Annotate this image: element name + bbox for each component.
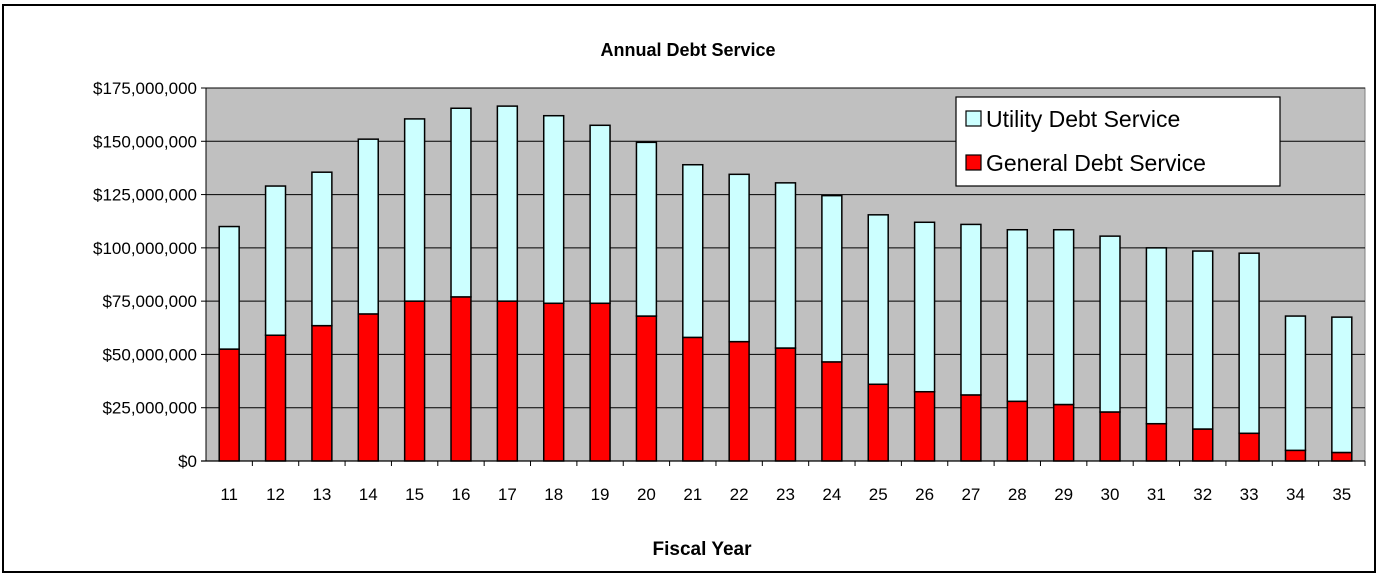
bar-general-28: [1006, 400, 1029, 462]
bar-general-16: [450, 296, 472, 462]
bar-utility-31: [1145, 247, 1168, 425]
x-tick-label: 28: [1008, 485, 1027, 504]
legend: Utility Debt Service General Debt Servic…: [955, 96, 1281, 187]
bar-general-11: [218, 348, 240, 462]
bar-utility-23: [774, 182, 797, 349]
legend-label-general: General Debt Service: [986, 150, 1206, 176]
y-tick-label: $75,000,000: [102, 292, 197, 311]
bar-utility-29: [1052, 228, 1075, 406]
bar-utility-25: [867, 214, 889, 386]
x-tick-label: 30: [1101, 485, 1120, 504]
x-tick-label: 21: [683, 485, 702, 504]
chart-title: Annual Debt Service: [600, 40, 775, 60]
bar-general-22: [728, 340, 750, 462]
bar-general-15: [403, 300, 426, 462]
y-tick-label: $100,000,000: [93, 239, 197, 258]
legend-label-utility: Utility Debt Service: [986, 106, 1180, 132]
bar-general-19: [589, 302, 611, 462]
y-tick-label: $0: [178, 452, 197, 471]
x-tick-label: 18: [544, 485, 563, 504]
x-tick-label: 15: [405, 485, 424, 504]
x-tick-label: 22: [730, 485, 749, 504]
bar-utility-12: [264, 185, 287, 336]
bar-utility-32: [1192, 250, 1214, 430]
legend-swatch-general: [965, 154, 982, 171]
y-tick-label: $50,000,000: [102, 345, 197, 364]
legend-swatch-utility: [965, 110, 982, 127]
x-tick-label: 14: [359, 485, 378, 504]
x-tick-label: 29: [1054, 485, 1073, 504]
bar-utility-18: [542, 114, 565, 305]
x-tick-label: 23: [776, 485, 795, 504]
bar-utility-19: [589, 124, 611, 305]
x-axis-label: Fiscal Year: [653, 539, 753, 560]
bar-general-17: [496, 300, 519, 462]
bar-general-24: [821, 361, 843, 462]
bar-utility-24: [821, 194, 843, 363]
bar-general-21: [682, 336, 704, 462]
bar-general-18: [542, 302, 565, 462]
y-axis-ticks: $0 $25,000,000 $50,000,000 $75,000,000 $100,…: [93, 79, 207, 471]
bar-utility-26: [913, 221, 936, 393]
bar-utility-14: [357, 138, 379, 315]
bar-general-29: [1052, 403, 1075, 462]
x-tick-label: 20: [637, 485, 656, 504]
bar-utility-22: [728, 173, 750, 343]
x-tick-label: 17: [498, 485, 517, 504]
x-tick-label: 27: [961, 485, 980, 504]
bar-utility-27: [960, 223, 982, 396]
legend-box: [955, 96, 1281, 187]
bar-general-20: [635, 315, 658, 462]
bar-general-27: [960, 394, 982, 462]
bar-utility-11: [218, 225, 240, 350]
x-tick-label: 26: [915, 485, 934, 504]
bar-general-31: [1145, 422, 1168, 462]
bar-general-30: [1099, 411, 1121, 462]
x-tick-label: 16: [452, 485, 471, 504]
y-tick-label: $25,000,000: [102, 399, 197, 418]
x-tick-label: 35: [1332, 485, 1351, 504]
bar-general-26: [913, 390, 936, 462]
bar-general-23: [774, 347, 797, 462]
bar-general-35: [1331, 451, 1353, 462]
bar-utility-16: [450, 107, 472, 298]
bar-general-33: [1238, 432, 1260, 462]
x-tick-label: 34: [1286, 485, 1305, 504]
bar-general-13: [311, 324, 333, 462]
x-tick-label: 13: [312, 485, 331, 504]
bar-general-25: [867, 383, 889, 462]
bar-utility-33: [1238, 252, 1260, 435]
x-tick-label: 24: [822, 485, 841, 504]
bar-general-34: [1284, 449, 1307, 462]
bar-utility-15: [403, 118, 426, 302]
x-tick-label: 19: [591, 485, 610, 504]
bar-utility-21: [682, 163, 704, 339]
bar-general-32: [1192, 428, 1214, 462]
x-tick-label: 25: [869, 485, 888, 504]
x-tick-label: 31: [1147, 485, 1166, 504]
bar-utility-13: [311, 171, 333, 327]
x-tick-label: 33: [1240, 485, 1259, 504]
x-axis-ticks: 11 12 13 14 15 16 17 18 19 20 21 22 23 24 25 26 27 28 29 30…: [201, 460, 1366, 504]
bar-utility-35: [1331, 316, 1353, 454]
bar-utility-30: [1099, 235, 1121, 413]
bar-utility-17: [496, 105, 519, 302]
bar-general-12: [264, 334, 287, 462]
x-tick-label: 12: [266, 485, 285, 504]
bar-utility-34: [1284, 315, 1307, 452]
x-tick-label: 11: [220, 485, 238, 504]
bar-utility-28: [1006, 228, 1029, 403]
y-tick-label: $150,000,000: [93, 132, 197, 151]
bar-utility-20: [635, 141, 658, 317]
bar-general-14: [357, 313, 379, 462]
x-tick-label: 32: [1193, 485, 1212, 504]
y-tick-label: $125,000,000: [93, 186, 197, 205]
y-tick-label: $175,000,000: [93, 79, 197, 98]
bars: [218, 105, 1353, 462]
